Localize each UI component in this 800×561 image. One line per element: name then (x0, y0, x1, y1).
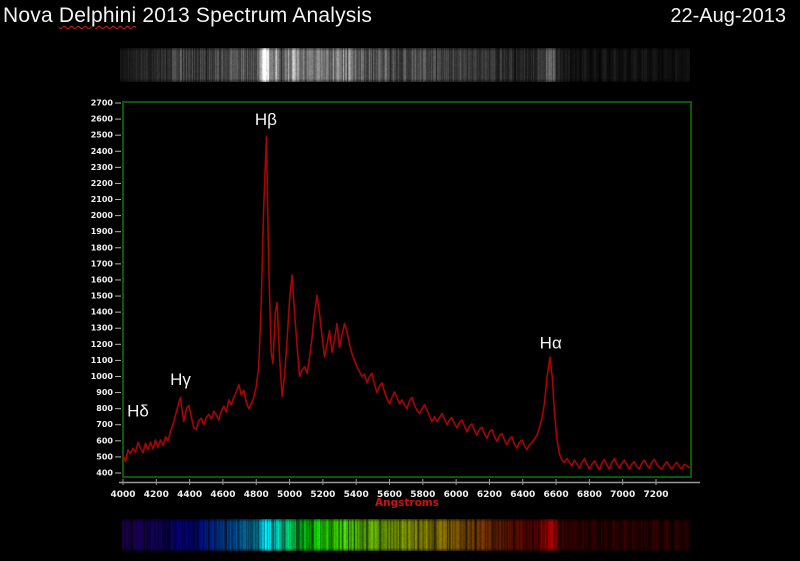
y-tick-label: 2300 (91, 163, 114, 172)
x-axis-title: Angstroms (375, 497, 439, 509)
x-tick-label: 5800 (410, 490, 435, 500)
y-tick-label: 1900 (91, 227, 114, 236)
x-tick-label: 4000 (110, 490, 135, 500)
title-prefix: Nova (3, 4, 59, 27)
y-tick-label: 1000 (91, 372, 114, 381)
page-title: Nova Delphini 2013 Spectrum Analysis (3, 4, 372, 28)
y-tick-label: 400 (96, 469, 113, 478)
y-tick-label: 2000 (91, 211, 114, 220)
y-tick-label: 1800 (91, 243, 114, 252)
y-tick-label: 2600 (91, 115, 114, 124)
y-tick-label: 1700 (91, 259, 114, 268)
spectral-line-label: Hβ (255, 110, 277, 129)
y-tick-label: 500 (96, 452, 113, 461)
y-tick-label: 800 (96, 404, 113, 413)
spectral-line-label: Hγ (170, 370, 191, 389)
spectral-line-label: Hδ (127, 401, 149, 420)
y-tick-label: 700 (96, 420, 113, 429)
y-tick-label: 2200 (91, 179, 114, 188)
y-tick-label: 1100 (91, 356, 114, 365)
raw-spectrum-strip (120, 48, 690, 82)
y-tick-label: 2500 (91, 131, 114, 140)
y-tick-label: 2100 (91, 195, 114, 204)
spectrum-curve (122, 136, 691, 471)
title-misspelled-word: Delphini (58, 4, 137, 27)
y-tick-label: 2400 (91, 147, 114, 156)
y-tick-label: 900 (96, 388, 113, 397)
x-tick-label: 6000 (444, 490, 469, 500)
spectral-line-label: Hα (540, 334, 562, 353)
x-tick-label: 5600 (377, 490, 402, 500)
x-tick-label: 4600 (210, 490, 235, 500)
x-tick-label: 4400 (177, 490, 202, 500)
y-tick-label: 2700 (91, 99, 114, 108)
date-label: 22-Aug-2013 (670, 5, 786, 27)
y-tick-label: 1200 (91, 340, 114, 349)
x-tick-label: 7000 (610, 490, 635, 500)
x-tick-label: 6800 (577, 490, 602, 500)
plot-frame (122, 101, 692, 478)
x-tick-label: 6400 (510, 490, 535, 500)
y-tick-label: 1300 (91, 324, 114, 333)
y-tick-label: 1400 (91, 308, 114, 317)
x-tick-label: 5400 (344, 490, 369, 500)
color-spectrum-strip (122, 519, 690, 551)
x-tick-label: 4200 (144, 490, 169, 500)
y-tick-label: 1500 (91, 292, 114, 301)
x-tick-label: 4800 (244, 490, 269, 500)
x-tick-label: 5000 (277, 490, 302, 500)
y-tick-label: 1600 (91, 275, 114, 284)
x-tick-label: 5200 (310, 490, 335, 500)
y-tick-label: 600 (96, 436, 113, 445)
title-suffix: 2013 Spectrum Analysis (136, 4, 373, 27)
x-tick-label: 7200 (643, 490, 668, 500)
x-tick-label: 6200 (477, 490, 502, 500)
x-tick-label: 6600 (544, 490, 569, 500)
